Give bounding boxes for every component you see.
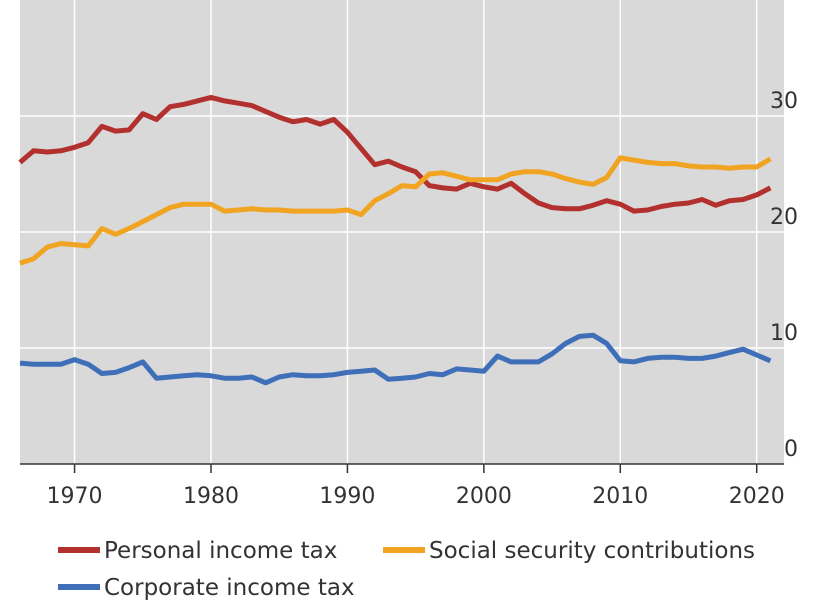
y-tick-label: 10 bbox=[770, 321, 798, 346]
series-line-social-security-contributions bbox=[19, 155, 772, 266]
legend: Personal income tax Social security contr… bbox=[58, 538, 755, 600]
x-tick-label: 2010 bbox=[592, 484, 648, 509]
series-line-corporate-income-tax bbox=[19, 332, 772, 386]
x-tick-label: 1990 bbox=[319, 484, 375, 509]
y-axis: 0 10 20 30 bbox=[770, 89, 798, 462]
x-tick-label: 1980 bbox=[183, 484, 239, 509]
y-tick-label: 20 bbox=[770, 205, 798, 230]
x-axis: 1970 1980 1990 2000 2010 2020 bbox=[47, 464, 785, 509]
y-tick-label: 0 bbox=[784, 437, 798, 462]
legend-label-personal-income-tax: Personal income tax bbox=[104, 538, 337, 564]
y-tick-label: 30 bbox=[770, 89, 798, 114]
x-tick-label: 1970 bbox=[47, 484, 103, 509]
x-tick-label: 2000 bbox=[456, 484, 512, 509]
legend-label-social-security-contributions: Social security contributions bbox=[429, 538, 755, 564]
series-lines bbox=[18, 94, 772, 386]
series-line-personal-income-tax bbox=[18, 94, 772, 214]
x-tick-label: 2020 bbox=[729, 484, 785, 509]
legend-label-corporate-income-tax: Corporate income tax bbox=[104, 575, 355, 600]
